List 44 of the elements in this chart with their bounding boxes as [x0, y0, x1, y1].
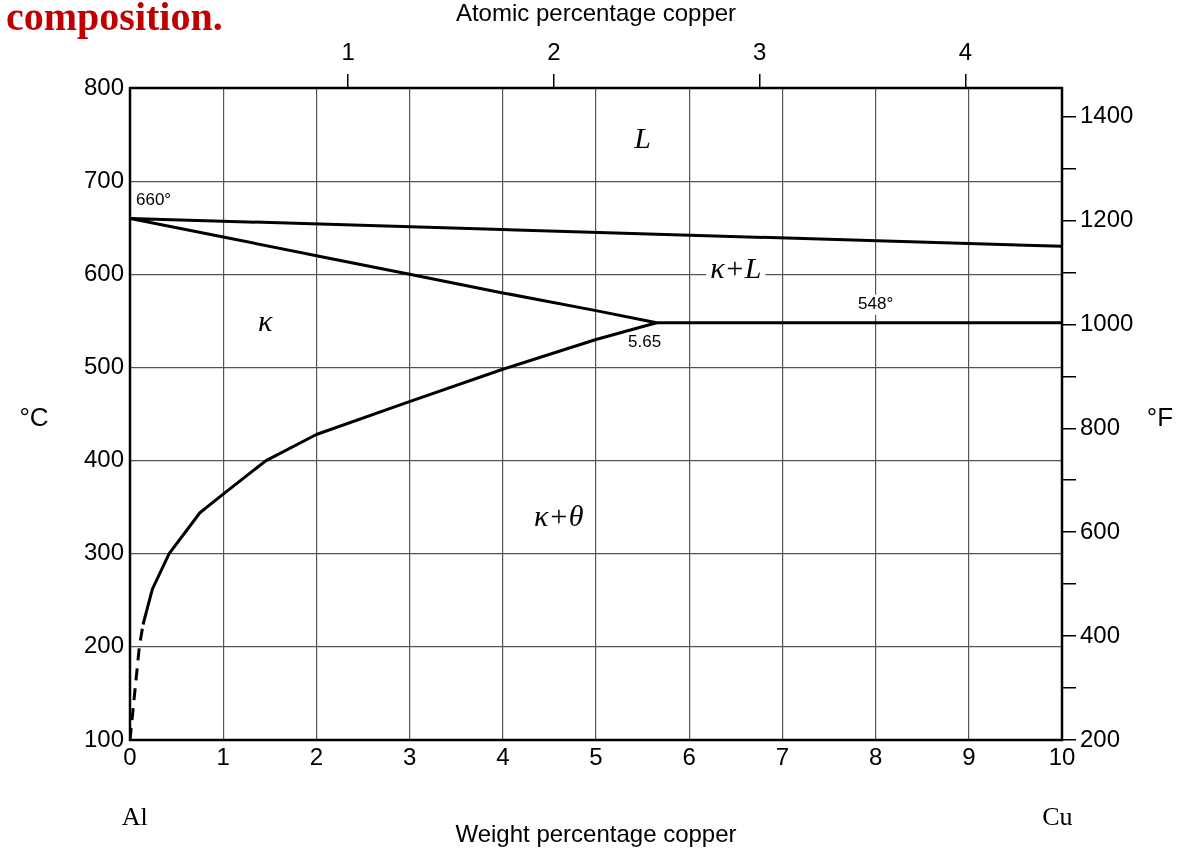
x-tick-label: 6 — [682, 743, 696, 771]
annotation: 5.65 — [628, 332, 662, 352]
annotation: κ+θ — [534, 499, 584, 533]
x-tick-label: 5 — [589, 743, 603, 771]
y-tick-label: 200 — [83, 631, 124, 659]
x-tick-label: 2 — [309, 743, 324, 771]
annotation: L — [633, 121, 651, 155]
y2-tick-label: 1400 — [1080, 101, 1134, 129]
y-tick-label: 800 — [83, 72, 124, 100]
y2-axis-title: °F — [1146, 402, 1174, 433]
y-tick-label: 400 — [83, 445, 124, 473]
x-axis-title: Weight percentage copper — [455, 820, 737, 848]
x-tick-label: 3 — [402, 743, 417, 771]
y2-tick-label: 200 — [1080, 724, 1121, 752]
y-tick-label: 600 — [83, 258, 124, 286]
x2-tick-label: 1 — [341, 38, 355, 66]
x-tick-label: 1 — [216, 743, 230, 771]
y2-tick-label: 400 — [1080, 620, 1121, 648]
y-tick-label: 300 — [83, 538, 124, 566]
y2-tick-label: 800 — [1080, 412, 1121, 440]
annotation: 548° — [858, 294, 894, 314]
y-tick-label: 100 — [83, 724, 124, 752]
annotation: κ+L — [710, 251, 762, 285]
y2-tick-label: 1000 — [1080, 309, 1134, 337]
y-tick-label: 500 — [83, 352, 124, 380]
x2-tick-label: 2 — [547, 38, 561, 66]
y-axis-title: °C — [19, 402, 49, 433]
x-tick-label: 0 — [123, 743, 137, 771]
annotation: 660° — [136, 190, 172, 210]
chart-title: composition. — [6, 0, 223, 40]
y-tick-label: 700 — [83, 165, 124, 193]
x2-tick-label: 4 — [958, 38, 972, 66]
y2-tick-label: 600 — [1080, 516, 1121, 544]
x-tick-label: 9 — [962, 743, 976, 771]
x-tick-label: 8 — [868, 743, 883, 771]
text: Cu — [1042, 802, 1073, 832]
x2-tick-label: 3 — [752, 38, 767, 66]
x2-axis-title: Atomic percentage copper — [455, 0, 737, 27]
y2-tick-label: 1200 — [1080, 205, 1134, 233]
x-tick-label: 10 — [1048, 743, 1076, 771]
x-tick-label: 7 — [775, 743, 790, 771]
x-tick-label: 4 — [496, 743, 510, 771]
text: Al — [121, 802, 148, 832]
annotation: κ — [257, 303, 273, 337]
